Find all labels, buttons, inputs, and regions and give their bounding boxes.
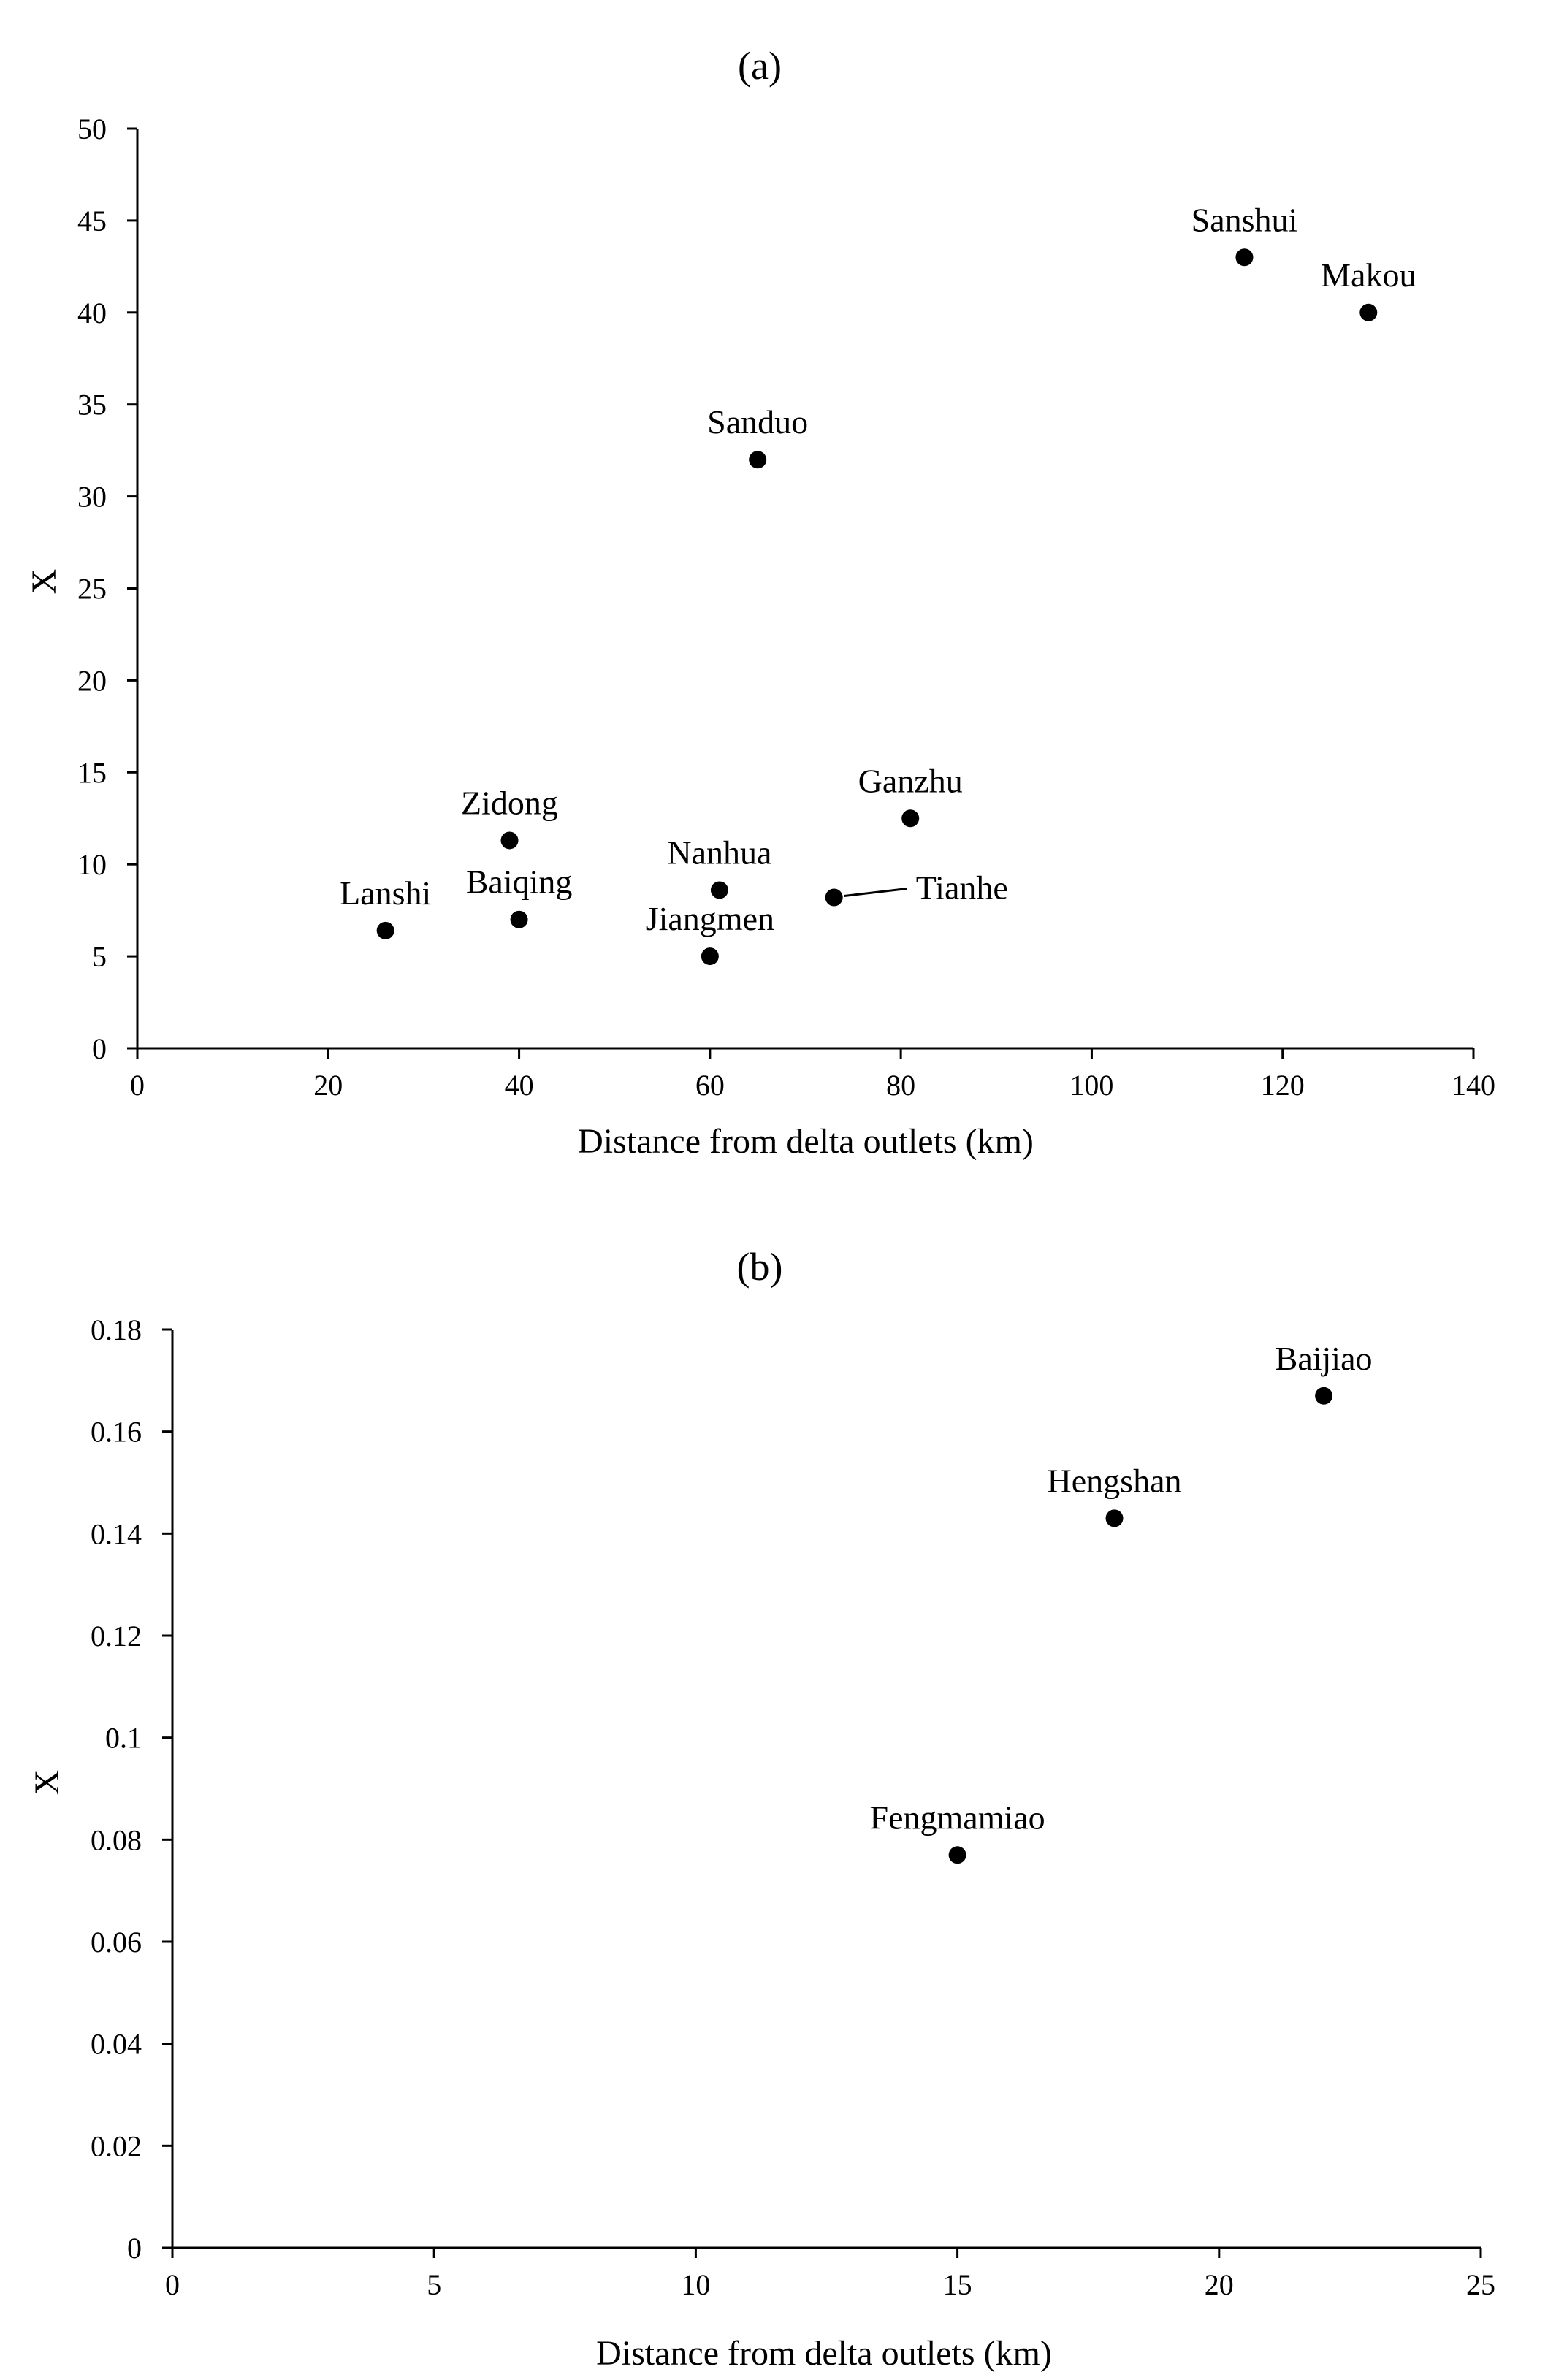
panel-a-point-sanshui [1235,248,1254,267]
panel-b-y-tick-label: 0.12 [91,1620,142,1652]
panel-b-x-axis-title: Distance from delta outlets (km) [596,2334,1052,2373]
panel-a-x-axis-title: Distance from delta outlets (km) [578,1122,1034,1161]
panel-a-point-lanshi [376,921,394,939]
panel-b-y-tick-label: 0.16 [91,1416,142,1449]
panel-a-label-baiqing: Baiqing [466,863,573,901]
panel-a-y-tick-label: 20 [77,664,107,697]
panel-a-y-tick-label: 35 [77,389,107,422]
panel-a-chart: (a) Distance from delta outlets (km) X 0… [25,44,1495,1161]
panel-b-chart: (b) Distance from delta outlets (km) X 0… [28,1245,1495,2373]
panel-a-label-tianhe: Tianhe [916,869,1008,907]
panel-a-y-tick-label: 15 [77,756,107,789]
panel-a-point-nanhua [710,881,728,899]
panel-a-point-ganzhu [901,809,920,828]
panel-a-x-tick-label: 80 [886,1069,915,1102]
panel-a-title: (a) [738,44,782,88]
panel-b-point-hengshan [1105,1509,1124,1527]
panel-a-point-makou [1359,303,1378,321]
panel-a-y-tick-label: 40 [77,297,107,329]
panel-a-label-ganzhu: Ganzhu [858,762,963,799]
panel-a-label-zidong: Zidong [461,784,558,821]
panel-a-y-tick-label: 25 [77,573,107,606]
panel-b-point-baijiao [1315,1387,1333,1405]
panel-a-x-tick-label: 120 [1261,1069,1305,1102]
panel-a-label-lanshi: Lanshi [340,874,431,912]
panel-a-x-tick-label: 100 [1069,1069,1113,1102]
panel-a-x-tick-label: 40 [505,1069,534,1102]
panel-a-point-sanduo [749,451,767,469]
panel-a-label-makou: Makou [1321,256,1416,294]
panel-a-point-tianhe [825,888,843,907]
panel-a-point-zidong [500,831,519,850]
panel-b-label-hengshan: Hengshan [1048,1462,1182,1499]
panel-b-x-tick-label: 5 [427,2268,441,2301]
panel-a-y-tick-label: 10 [77,848,107,881]
panel-a-x-tick-label: 140 [1452,1069,1495,1102]
panel-a-y-axis-title: X [25,569,64,595]
panel-a-x-tick-label: 60 [695,1069,725,1102]
panel-b-x-tick-label: 10 [681,2268,710,2301]
panel-b-label-fengmamiao: Fengmamiao [870,1799,1045,1836]
panel-a-leader-tianhe [844,888,907,898]
panel-b-point-fengmamiao [948,1846,966,1864]
panel-b-y-tick-label: 0.02 [91,2129,142,2162]
panel-b-label-baijiao: Baijiao [1275,1340,1373,1377]
panel-a-y-tick-label: 5 [92,940,107,973]
panel-a-label-sanduo: Sanduo [707,403,808,440]
panel-b-y-tick-label: 0.06 [91,1926,142,1958]
panel-a-x-tick-label: 0 [130,1069,145,1102]
panel-b-y-tick-label: 0.08 [91,1823,142,1856]
panel-b-y-tick-label: 0.04 [91,2028,142,2061]
panel-a-label-sanshui: Sanshui [1191,201,1298,238]
panel-a-y-tick-label: 45 [77,205,107,237]
panel-b-y-tick-label: 0 [127,2232,142,2265]
panel-b-x-tick-label: 15 [943,2268,972,2301]
panel-a-point-baiqing [510,910,528,928]
panel-a-label-jiangmen: Jiangmen [646,900,774,937]
panel-a-label-nanhua: Nanhua [667,834,771,871]
panel-a-y-tick-label: 50 [77,112,107,145]
panel-a-point-jiangmen [701,947,719,966]
panel-a-y-tick-label: 0 [92,1032,107,1065]
panel-b-x-tick-label: 0 [165,2268,180,2301]
panel-b-y-axis-title: X [28,1770,66,1796]
panel-b-y-tick-label: 0.14 [91,1517,142,1550]
panel-a-x-tick-label: 20 [313,1069,343,1102]
panel-b-y-tick-label: 0.18 [91,1313,142,1346]
panel-b-title: (b) [737,1245,783,1289]
panel-b-x-tick-label: 25 [1466,2268,1495,2301]
panel-a-y-tick-label: 30 [77,481,107,514]
panel-b-y-tick-label: 0.1 [105,1722,142,1755]
panel-b-x-tick-label: 20 [1205,2268,1234,2301]
